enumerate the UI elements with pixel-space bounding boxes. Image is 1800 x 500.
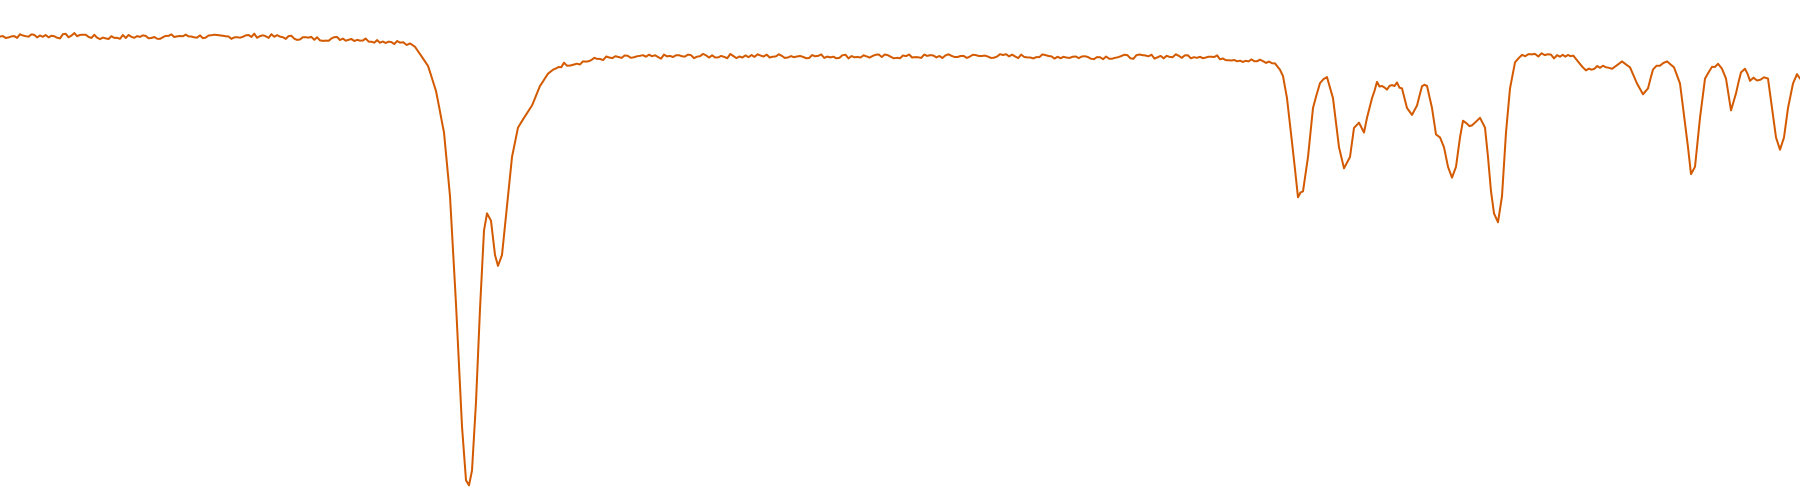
series-line bbox=[0, 32, 1800, 487]
plot-area bbox=[0, 32, 1800, 487]
